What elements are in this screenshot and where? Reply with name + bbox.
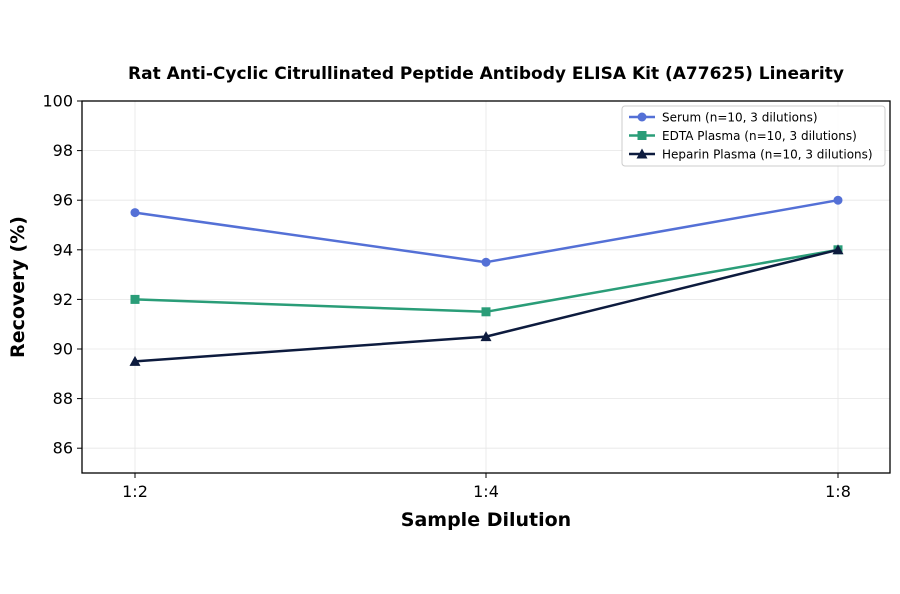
legend-marker-serum	[637, 112, 647, 122]
y-tick-label: 90	[53, 340, 73, 359]
data-point-heparin-plasma	[480, 331, 492, 342]
x-tick-label: 1:4	[473, 482, 499, 501]
y-axis: 86 88 90 92 94 96 98 100	[42, 92, 82, 458]
data-point-edta-plasma	[481, 307, 491, 317]
legend-label-serum: Serum (n=10, 3 dilutions)	[662, 111, 818, 125]
legend-marker-edta-plasma	[637, 131, 647, 140]
x-tick-label: 1:2	[122, 482, 148, 501]
legend-box	[621, 105, 886, 167]
data-point-serum	[833, 195, 843, 205]
chart-title: Rat Anti-Cyclic Citrullinated Peptide An…	[128, 64, 844, 84]
data-point-edta-plasma	[130, 294, 140, 304]
y-tick-label: 100	[42, 92, 73, 111]
legend-label-heparin-plasma: Heparin Plasma (n=10, 3 dilutions)	[662, 148, 873, 162]
x-axis-label: Sample Dilution	[401, 509, 571, 531]
data-point-heparin-plasma	[832, 244, 844, 255]
data-point-serum	[130, 208, 140, 218]
x-tick-label: 1:8	[825, 482, 851, 501]
y-tick-label: 94	[53, 240, 73, 259]
series-line-serum	[134, 198, 839, 264]
data-point-serum	[481, 257, 491, 267]
legend-label-edta-plasma: EDTA Plasma (n=10, 3 dilutions)	[662, 129, 857, 143]
y-tick-label: 96	[53, 191, 73, 210]
legend: Serum (n=10, 3 dilutions) EDTA Plasma (n=…	[621, 105, 886, 167]
y-tick-label: 86	[53, 439, 73, 458]
y-tick-label: 88	[53, 389, 73, 408]
series-layer	[129, 195, 844, 366]
legend-marker-heparin-plasma	[636, 148, 648, 159]
y-tick-label: 98	[53, 141, 73, 160]
data-point-heparin-plasma	[129, 355, 141, 366]
y-tick-label: 92	[53, 290, 73, 309]
y-axis-label: Recovery (%)	[7, 216, 29, 358]
x-axis: 1:2 1:4 1:8	[122, 473, 851, 501]
